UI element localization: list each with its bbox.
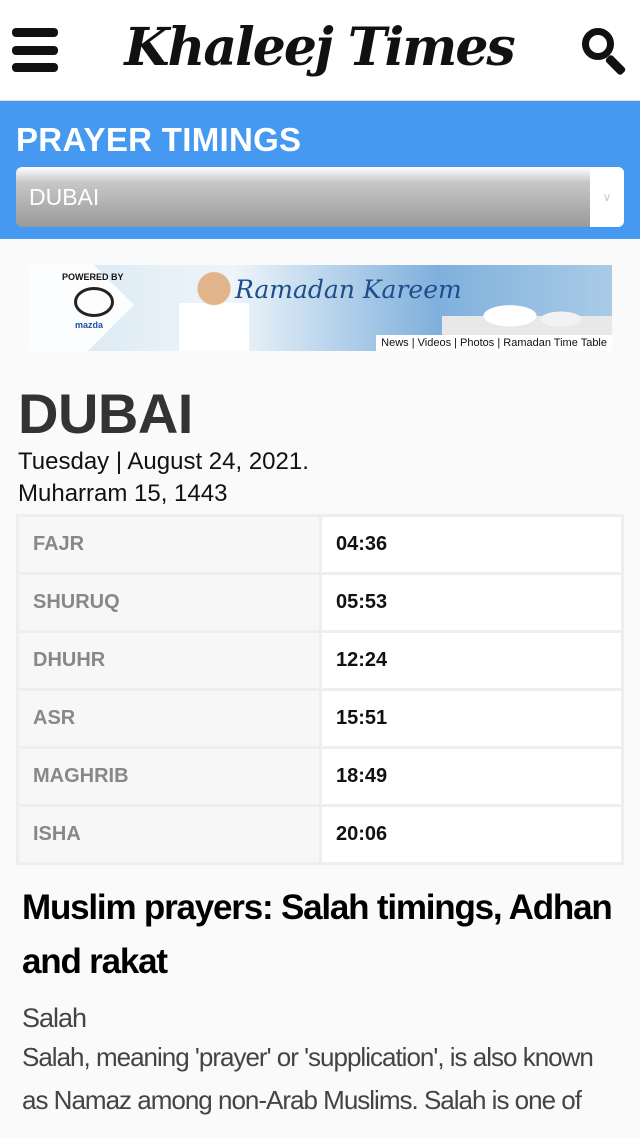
header: Khaleej Times: [0, 0, 640, 101]
prayer-name: SHURUQ: [19, 575, 319, 630]
prayer-row: SHURUQ 05:53: [19, 575, 621, 630]
article-subtitle: Salah: [22, 1003, 87, 1033]
prayer-row: MAGHRIB 18:49: [19, 749, 621, 804]
banner-headline: Ramadan Kareem: [235, 275, 462, 304]
prayer-name: MAGHRIB: [19, 749, 319, 804]
prayer-time: 04:36: [322, 517, 621, 572]
hamburger-icon[interactable]: [12, 28, 58, 72]
prayer-row: DHUHR 12:24: [19, 633, 621, 688]
gregorian-date: Tuesday | August 24, 2021.: [18, 448, 309, 475]
banner-links[interactable]: News | Videos | Photos | Ramadan Time Ta…: [376, 335, 612, 351]
article-title: Muslim prayers: Salah timings, Adhan and…: [22, 888, 613, 981]
prayer-timings-band: PRAYER TIMINGS DUBAI ∨: [0, 101, 640, 239]
prayer-time: 12:24: [322, 633, 621, 688]
mazda-wordmark: mazda: [75, 320, 104, 330]
prayer-name: FAJR: [19, 517, 319, 572]
prayer-row: ASR 15:51: [19, 691, 621, 746]
prayer-time: 05:53: [322, 575, 621, 630]
prayer-time: 15:51: [322, 691, 621, 746]
powered-by-label: POWERED BY: [62, 272, 124, 282]
prayer-times-table: FAJR 04:36 SHURUQ 05:53 DHUHR 12:24 ASR 15:51 MA…: [16, 514, 624, 865]
prayer-name: ASR: [19, 691, 319, 746]
city-select[interactable]: DUBAI ∨: [16, 167, 624, 227]
article-body: Salah, meaning 'prayer' or 'supplication…: [22, 1042, 594, 1115]
city-select-value: DUBAI: [29, 183, 100, 210]
banner-image: [179, 271, 249, 351]
city-heading: DUBAI: [18, 382, 193, 445]
article: Muslim prayers: Salah timings, Adhan and…: [0, 865, 640, 1138]
section-title: PRAYER TIMINGS: [16, 121, 302, 158]
search-icon[interactable]: [580, 26, 628, 76]
logo[interactable]: Khaleej Times: [124, 16, 515, 78]
hijri-date: Muharram 15, 1443: [18, 480, 228, 507]
prayer-row: ISHA 20:06: [19, 807, 621, 862]
ramadan-banner-ad[interactable]: POWERED BY mazda Ramadan Kareem News | V…: [29, 265, 612, 351]
prayer-time: 18:49: [322, 749, 621, 804]
prayer-name: DHUHR: [19, 633, 319, 688]
mosque-image: [442, 275, 612, 343]
chevron-down-icon[interactable]: ∨: [590, 167, 624, 227]
mazda-logo-icon: [74, 287, 114, 317]
prayer-row: FAJR 04:36: [19, 517, 621, 572]
prayer-time: 20:06: [322, 807, 621, 862]
prayer-name: ISHA: [19, 807, 319, 862]
